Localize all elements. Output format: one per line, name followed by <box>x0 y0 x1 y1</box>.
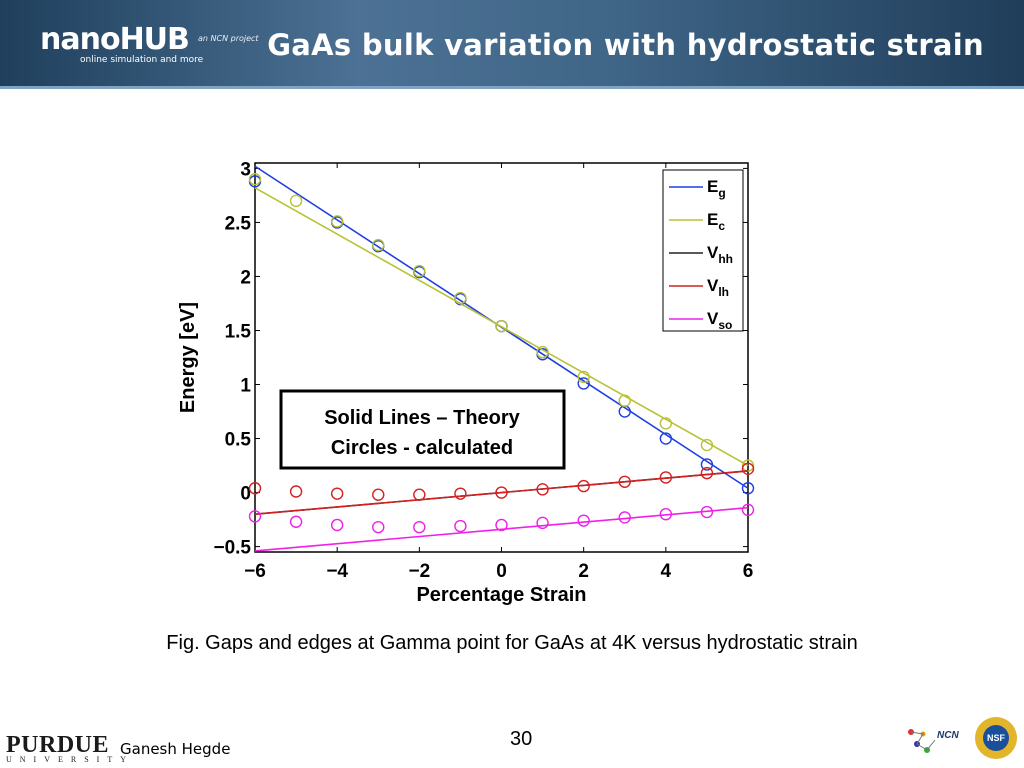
data-point-Ec <box>289 194 303 208</box>
data-point-Eg <box>741 482 755 495</box>
data-point-Vso <box>741 503 755 517</box>
x-tick-label: 4 <box>661 561 672 582</box>
y-tick-label: 1 <box>240 376 251 397</box>
slide-title: GaAs bulk variation with hydrostatic str… <box>267 28 984 62</box>
purdue-sub: UNIVERSITY <box>6 755 134 764</box>
data-point-Vlh <box>536 483 549 496</box>
data-point-Vlh <box>330 487 344 500</box>
slide-header: nanoHUB online simulation and more an NC… <box>0 0 1024 89</box>
data-point-Eg <box>700 458 714 471</box>
y-tick-label: 1.5 <box>225 321 252 342</box>
x-tick-label: 0 <box>496 561 507 582</box>
data-point-Vlh <box>248 482 262 495</box>
y-tick-label: 3 <box>240 159 251 180</box>
data-point-Ec <box>372 238 385 252</box>
data-point-Vlh <box>454 487 467 500</box>
data-point-Eg <box>577 377 590 390</box>
data-point-Vlh <box>413 488 426 501</box>
legend <box>662 169 744 332</box>
y-axis-label: Energy [eV] <box>177 302 199 413</box>
x-tick-label: −4 <box>326 561 348 582</box>
logo-text: nanoHUB <box>40 22 190 57</box>
data-point-Vlh <box>577 479 590 493</box>
x-tick-label: −2 <box>408 561 430 582</box>
data-point-Eg <box>659 432 673 445</box>
page-number: 30 <box>510 728 533 750</box>
nsf-logo: NSF <box>975 717 1017 759</box>
series-line-Ec <box>254 187 749 467</box>
purdue-name: PURDUE <box>6 732 109 758</box>
data-point-Vso <box>495 518 508 532</box>
data-point-Vlh <box>372 488 385 501</box>
annotation-line: Solid Lines – Theory <box>324 407 520 429</box>
data-point-Ec <box>536 345 549 359</box>
data-point-Ec <box>577 370 590 384</box>
purdue-logo: PURDUE UNIVERSITY <box>6 732 134 764</box>
data-point-Vso <box>289 515 303 528</box>
data-point-Vlh <box>618 475 631 488</box>
data-point-Ec <box>248 173 262 186</box>
data-point-Vso <box>454 519 467 533</box>
data-point-Vlh <box>495 486 508 499</box>
data-point-Vlh <box>659 471 673 484</box>
nsf-label: NSF <box>987 733 1006 743</box>
y-tick-label: 2 <box>240 267 251 288</box>
data-point-Vso <box>536 516 549 530</box>
strain-chart: −6 −4 −2 0 2 4 6 −0.5 0 0.5 1 1.5 2 2.5 3 Percentage St… <box>177 159 755 606</box>
data-point-Vso <box>700 505 714 519</box>
data-point-Vlh <box>741 462 755 475</box>
data-point-Ec <box>700 438 714 452</box>
data-point-Vso <box>577 514 590 527</box>
data-point-Vso <box>413 520 426 534</box>
y-tick-label: 0 <box>240 484 251 505</box>
nanohub-logo: nanoHUB online simulation and more <box>40 22 203 65</box>
data-point-Vso <box>248 510 262 523</box>
data-point-Ec <box>618 394 631 407</box>
series-line-Vlh <box>254 470 749 515</box>
x-axis-label: Percentage Strain <box>416 584 586 606</box>
data-point-Vlh <box>289 485 303 498</box>
data-point-Ec <box>330 215 344 228</box>
data-point-Ec <box>495 319 508 333</box>
x-tick-label: −6 <box>244 561 266 582</box>
logo-ncn-tag: an NCN project <box>198 34 259 43</box>
data-point-Vso <box>330 518 344 532</box>
y-tick-label: 2.5 <box>225 213 252 234</box>
data-point-Vso <box>372 520 385 534</box>
data-point-Ec <box>659 417 673 430</box>
logo-tagline: online simulation and more <box>80 55 204 65</box>
data-point-Vlh <box>700 466 714 480</box>
annotation-line: Circles - calculated <box>331 437 513 459</box>
figure-caption: Fig. Gaps and edges at Gamma point for G… <box>166 632 858 654</box>
annotation-box <box>279 389 566 470</box>
author-name: Ganesh Hegde <box>120 740 231 758</box>
data-point-Ec <box>454 291 467 305</box>
x-tick-label: 2 <box>578 561 589 582</box>
x-tick-label: 6 <box>743 561 754 582</box>
y-tick-label: 0.5 <box>225 430 252 451</box>
ncn-label: NCN <box>937 730 959 741</box>
data-point-Ec <box>413 264 426 278</box>
ncn-logo: NCN <box>908 729 959 753</box>
series-line-Vso <box>254 506 749 552</box>
data-point-Vso <box>659 507 673 521</box>
data-point-Vso <box>618 511 631 524</box>
y-tick-label: −0.5 <box>213 538 251 559</box>
